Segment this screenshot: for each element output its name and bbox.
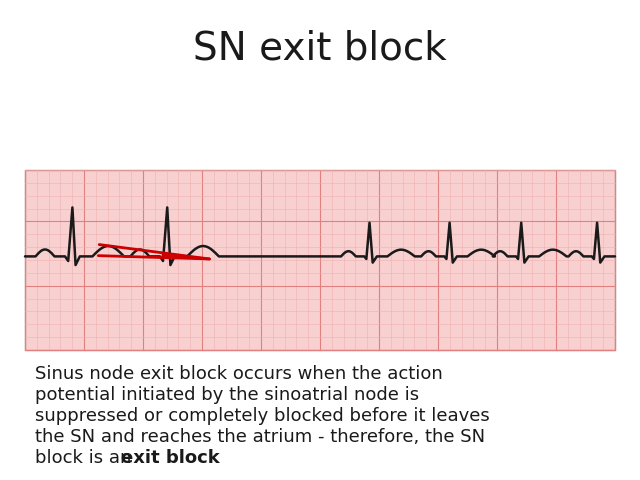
Text: exit block: exit block [121, 449, 220, 467]
FancyBboxPatch shape [25, 170, 615, 350]
Text: SN exit block: SN exit block [193, 30, 447, 68]
Text: potential initiated by the sinoatrial node is: potential initiated by the sinoatrial no… [35, 386, 419, 404]
Text: the SN and reaches the atrium - therefore, the SN: the SN and reaches the atrium - therefor… [35, 428, 485, 446]
Text: block is an: block is an [35, 449, 137, 467]
Text: suppressed or completely blocked before it leaves: suppressed or completely blocked before … [35, 407, 490, 425]
Text: Sinus node exit block occurs when the action: Sinus node exit block occurs when the ac… [35, 365, 443, 383]
